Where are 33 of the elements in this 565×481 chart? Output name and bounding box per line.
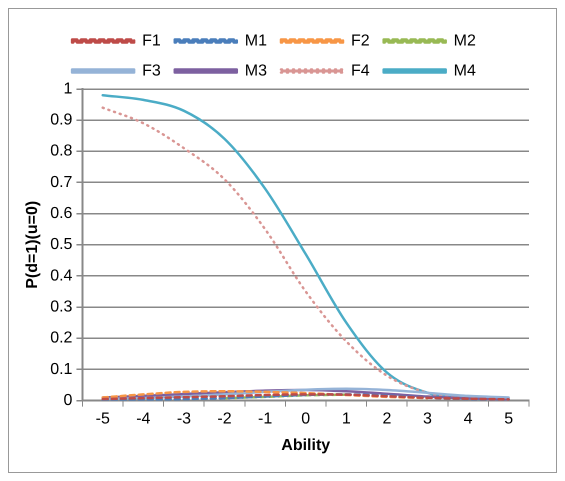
- y-tick-label: 0.4: [50, 267, 73, 284]
- y-tick-label: 0.3: [50, 298, 73, 316]
- legend-label: M2: [454, 32, 476, 50]
- x-tick-label: 2: [382, 410, 392, 428]
- x-axis-title: Ability: [281, 436, 330, 454]
- legend-label: F2: [351, 32, 370, 50]
- x-tick-label: -2: [217, 410, 232, 428]
- y-tick-label: 0.9: [50, 112, 73, 129]
- line-series: [101, 390, 429, 400]
- x-tick-label: -4: [136, 410, 151, 428]
- y-tick-label: 0.1: [50, 360, 73, 378]
- y-tick-label: 0.2: [50, 330, 73, 347]
- x-tick-label: 4: [464, 410, 473, 428]
- y-tick-label: 1: [64, 80, 73, 98]
- legend-label: F1: [142, 32, 161, 50]
- y-tick-label: 0.8: [50, 142, 73, 160]
- y-axis-title: P(d=1)(u=0): [24, 200, 42, 289]
- x-tick-label: 5: [504, 410, 514, 428]
- y-tick-label: 0.7: [50, 174, 73, 191]
- legend-label: F3: [142, 62, 161, 80]
- x-tick-label: 3: [423, 410, 432, 428]
- x-tick-label: -3: [176, 410, 192, 428]
- x-tick-label: 0: [301, 410, 310, 428]
- y-tick-label: 0.6: [50, 205, 73, 222]
- legend-label: M1: [244, 32, 268, 50]
- legend-label: F4: [351, 62, 370, 80]
- legend-label: M3: [244, 62, 268, 80]
- y-tick-label: 0: [64, 392, 73, 410]
- legend-label: M4: [454, 62, 476, 80]
- x-tick-label: -1: [258, 410, 272, 428]
- x-tick-label: -5: [96, 410, 110, 428]
- y-tick-label: 0.5: [50, 236, 73, 254]
- x-tick-label: 1: [342, 410, 351, 428]
